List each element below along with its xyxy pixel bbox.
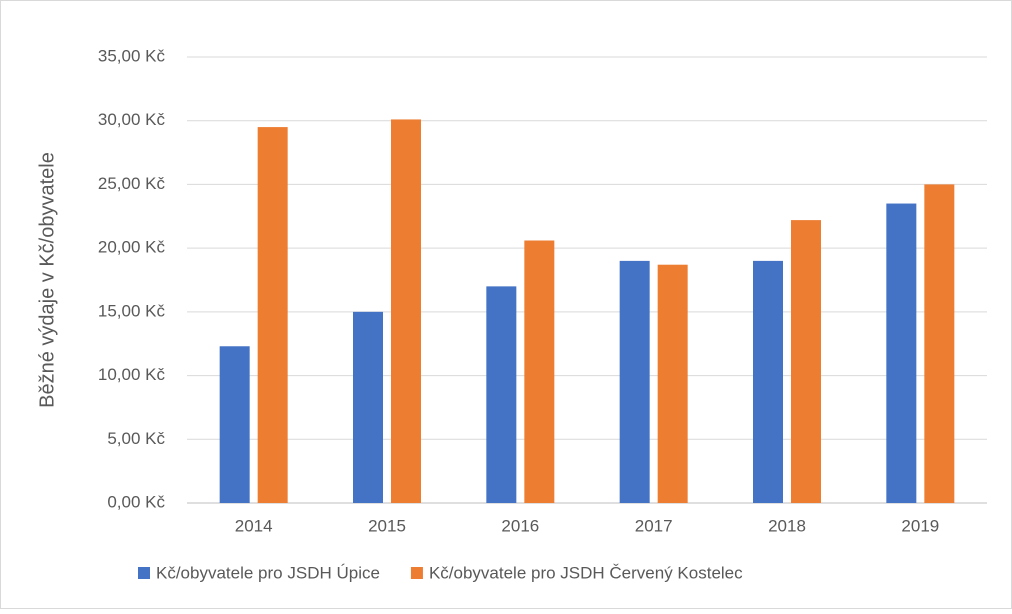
legend-swatch xyxy=(410,567,423,579)
legend-label: Kč/obyvatele pro JSDH Červený Kostelec xyxy=(429,563,743,582)
x-tick-label: 2014 xyxy=(235,516,273,535)
bar xyxy=(353,311,383,503)
bar xyxy=(657,264,688,503)
bar xyxy=(257,127,288,503)
bar xyxy=(619,260,650,503)
x-tick-label: 2016 xyxy=(501,516,539,535)
y-tick-label: 35,00 Kč xyxy=(98,46,166,65)
y-tick-label: 20,00 Kč xyxy=(98,238,166,257)
y-tick-label: 30,00 Kč xyxy=(98,110,166,129)
bar xyxy=(524,240,555,504)
bar xyxy=(219,346,250,503)
y-tick-label: 25,00 Kč xyxy=(98,174,166,193)
bar xyxy=(791,220,821,503)
bar xyxy=(391,119,421,503)
y-axis-title: Běžné výdaje v Kč/obyvatele xyxy=(36,152,58,408)
bar xyxy=(486,286,517,503)
bar xyxy=(924,184,955,503)
bar xyxy=(886,203,917,504)
x-tick-label: 2017 xyxy=(635,516,673,535)
x-tick-label: 2015 xyxy=(368,516,406,535)
y-tick-label: 10,00 Kč xyxy=(98,365,166,384)
bar xyxy=(753,260,783,503)
y-tick-label: 15,00 Kč xyxy=(98,301,166,320)
legend-swatch xyxy=(138,567,150,579)
x-tick-label: 2019 xyxy=(901,516,939,535)
x-tick-label: 2018 xyxy=(768,516,806,535)
legend-label: Kč/obyvatele pro JSDH Úpice xyxy=(156,563,380,582)
y-tick-label: 0,00 Kč xyxy=(107,492,165,511)
y-tick-label: 5,00 Kč xyxy=(107,429,165,448)
